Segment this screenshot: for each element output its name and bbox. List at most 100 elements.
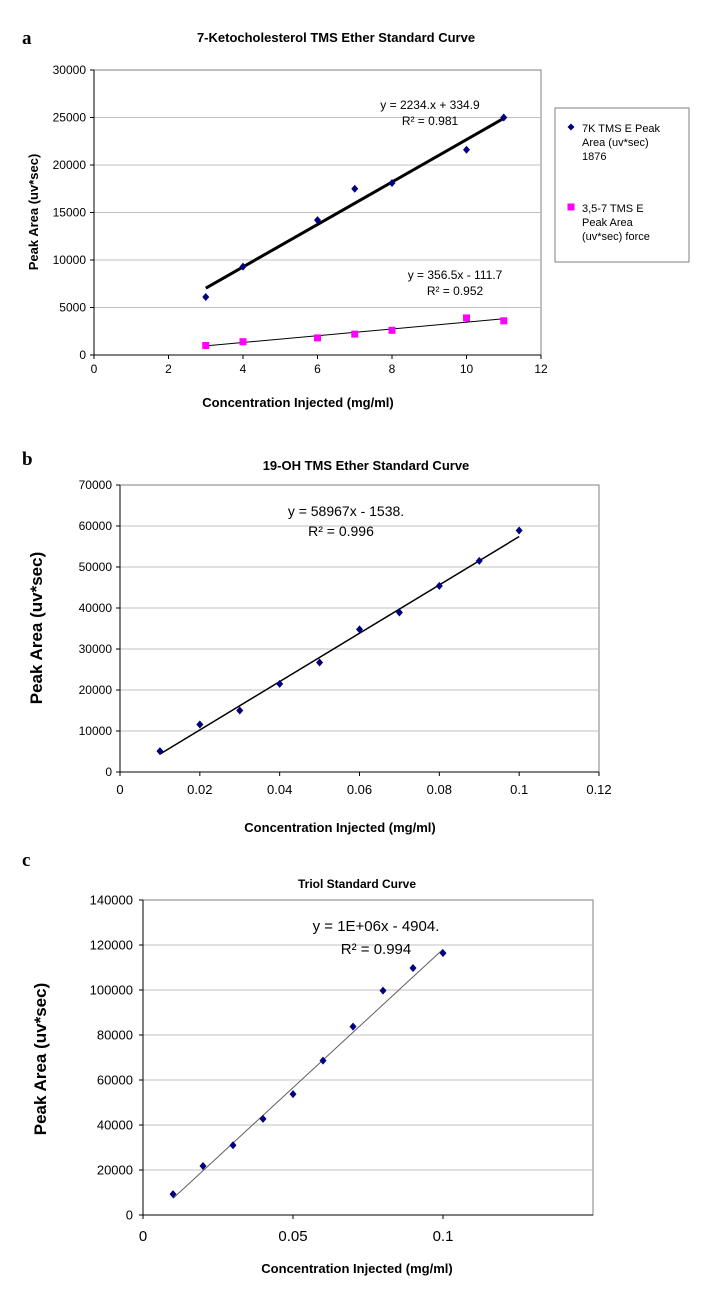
x-tick-label: 0.1 bbox=[510, 782, 528, 797]
x-tick-label: 0 bbox=[91, 362, 98, 376]
y-tick-label: 20000 bbox=[97, 1163, 133, 1178]
y-tick-label: 30000 bbox=[53, 63, 87, 77]
series-1 bbox=[156, 526, 523, 756]
x-tick-label: 0.05 bbox=[278, 1228, 307, 1245]
x-tick-label: 4 bbox=[240, 362, 247, 376]
data-point bbox=[351, 184, 359, 193]
y-tick-label: 100000 bbox=[90, 983, 133, 998]
x-tick-label: 0.04 bbox=[267, 782, 292, 797]
data-point bbox=[388, 326, 396, 334]
data-point bbox=[196, 720, 204, 729]
data-point bbox=[500, 317, 508, 325]
data-point bbox=[229, 1141, 237, 1150]
chart-c: c Triol Standard Curve 0 20000 40000 60000 800… bbox=[22, 850, 594, 1276]
data-point bbox=[202, 293, 210, 302]
data-point bbox=[202, 342, 210, 349]
x-tick-label: 0.1 bbox=[433, 1228, 454, 1245]
y-tick-label: 20000 bbox=[79, 683, 113, 697]
legend-marker bbox=[567, 123, 575, 131]
legend-label: 7K TMS E Peak Area (uv*sec) 1876 bbox=[582, 123, 661, 163]
y-tick-label: 0 bbox=[126, 1208, 133, 1223]
legend-box bbox=[554, 107, 690, 263]
data-point bbox=[356, 625, 363, 634]
chart-title: 19-OH TMS Ether Standard Curve bbox=[263, 458, 470, 473]
trendline bbox=[172, 948, 444, 1199]
data-point bbox=[199, 1161, 207, 1170]
x-tick-label: 10 bbox=[460, 362, 474, 376]
data-point bbox=[463, 314, 470, 322]
data-point bbox=[388, 179, 396, 188]
legend-label-line: Area (uv*sec) bbox=[582, 137, 649, 149]
y-tick-label: 20000 bbox=[53, 158, 87, 172]
y-tick-label: 5000 bbox=[59, 301, 86, 315]
legend-label-line: Peak Area bbox=[582, 217, 634, 229]
trendline bbox=[205, 117, 505, 290]
series-1: y = 2234.x + 334.9 R² = 0.981 bbox=[202, 98, 508, 302]
y-tick-label: 140000 bbox=[90, 893, 133, 908]
y-tick-label: 60000 bbox=[97, 1073, 133, 1088]
legend-marker bbox=[567, 203, 575, 211]
y-tick-label: 0 bbox=[105, 765, 112, 779]
data-point bbox=[395, 608, 403, 617]
y-tick-label: 10000 bbox=[79, 724, 113, 738]
legend-label-line: (uv*sec) force bbox=[582, 231, 650, 243]
series-1 bbox=[169, 948, 447, 1199]
data-point bbox=[289, 1090, 297, 1099]
data-point bbox=[239, 338, 247, 346]
data-point bbox=[169, 1190, 177, 1199]
x-axis-label: Concentration Injected (mg/ml) bbox=[244, 820, 435, 835]
x-tick-label: 0.08 bbox=[427, 782, 452, 797]
y-axis-label: Peak Area (uv*sec) bbox=[27, 552, 46, 704]
x-tick-label: 12 bbox=[534, 362, 548, 376]
panel-letter: b bbox=[22, 449, 33, 470]
x-tick-label: 0.02 bbox=[187, 782, 212, 797]
data-point bbox=[409, 963, 417, 972]
y-tick-label: 15000 bbox=[53, 206, 87, 220]
series-2: y = 356.5x - 111.7 R² = 0.952 bbox=[202, 268, 508, 349]
panel-letter: a bbox=[22, 28, 32, 49]
y-axis-label: Peak Area (uv*sec) bbox=[31, 983, 50, 1135]
y-tick-label: 0 bbox=[79, 348, 86, 362]
trendline-r-squared: R² = 0.981 bbox=[402, 114, 459, 128]
data-point bbox=[349, 1022, 357, 1031]
x-tick-label: 8 bbox=[389, 362, 396, 376]
data-point bbox=[475, 556, 483, 565]
y-tick-label: 50000 bbox=[79, 560, 113, 574]
data-point bbox=[316, 658, 324, 667]
y-tick-label: 30000 bbox=[79, 642, 113, 656]
data-point bbox=[156, 747, 164, 756]
chart-a: a 7-Ketocholesterol TMS Ether Standard Cu… bbox=[22, 28, 690, 410]
trendline-equation: y = 58967x - 1538. bbox=[288, 503, 404, 519]
x-tick-label: 0.06 bbox=[347, 782, 372, 797]
y-tick-label: 70000 bbox=[79, 478, 113, 492]
data-point bbox=[314, 216, 321, 225]
legend-label-line: 3,5-7 TMS E bbox=[582, 203, 644, 215]
trendline-r-squared: R² = 0.996 bbox=[308, 523, 374, 539]
data-point bbox=[319, 1056, 327, 1065]
x-tick-label: 6 bbox=[314, 362, 321, 376]
trendline-equation: y = 1E+06x - 4904. bbox=[313, 918, 440, 935]
data-point bbox=[379, 986, 387, 995]
y-axis-label: Peak Area (uv*sec) bbox=[26, 154, 41, 271]
legend-label-line: 7K TMS E Peak bbox=[582, 123, 661, 135]
x-tick-label: 2 bbox=[165, 362, 172, 376]
data-point bbox=[239, 262, 247, 271]
y-tick-label: 25000 bbox=[53, 111, 87, 125]
y-tick-label: 120000 bbox=[90, 938, 133, 953]
legend: 7K TMS E Peak Area (uv*sec) 1876 3,5-7 TMS … bbox=[554, 107, 690, 263]
chart-b: b 19-OH TMS Ether Standard Curve 0 10000 200… bbox=[22, 449, 612, 835]
trendline-equation: y = 2234.x + 334.9 bbox=[380, 98, 480, 112]
trendline bbox=[159, 535, 520, 755]
data-point bbox=[439, 949, 447, 958]
data-point bbox=[276, 679, 284, 688]
data-point bbox=[435, 581, 443, 590]
y-tick-label: 40000 bbox=[79, 601, 113, 615]
data-point bbox=[351, 330, 359, 338]
legend-label-line: 1876 bbox=[582, 151, 606, 163]
data-point bbox=[259, 1114, 267, 1123]
trendline-equation: y = 356.5x - 111.7 bbox=[408, 268, 503, 282]
chart-title: Triol Standard Curve bbox=[298, 877, 416, 891]
y-tick-label: 10000 bbox=[53, 253, 87, 267]
data-point bbox=[500, 113, 508, 122]
